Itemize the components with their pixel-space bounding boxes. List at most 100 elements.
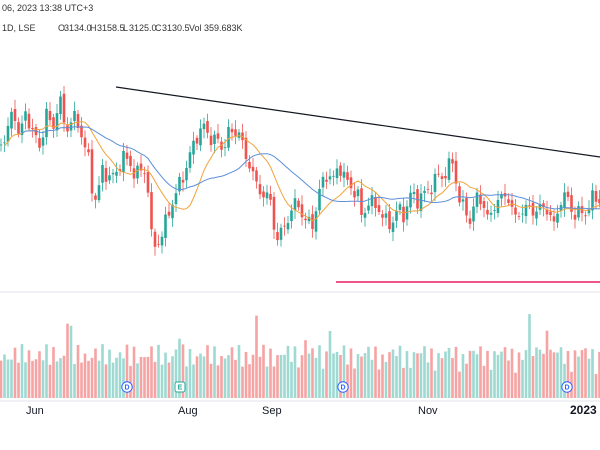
volume-bar bbox=[353, 368, 356, 398]
volume-bar bbox=[563, 363, 566, 398]
candle-down bbox=[17, 122, 20, 134]
candle-up bbox=[286, 223, 290, 230]
volume-bar bbox=[374, 346, 377, 398]
volume-bar bbox=[146, 356, 150, 398]
candle-down bbox=[269, 193, 272, 200]
volume-bar bbox=[591, 349, 594, 398]
candle-down bbox=[206, 120, 209, 133]
volume-bar bbox=[328, 330, 332, 398]
event-badge[interactable]: D bbox=[561, 381, 573, 393]
volume-bar bbox=[97, 360, 101, 398]
volume-bar bbox=[87, 360, 90, 398]
event-badge[interactable]: D bbox=[121, 381, 133, 393]
volume-bar bbox=[216, 365, 220, 398]
candle-down bbox=[125, 152, 129, 159]
volume-bar bbox=[598, 351, 600, 398]
volume-bar bbox=[10, 359, 13, 398]
volume-bar bbox=[101, 344, 104, 398]
volume-bar bbox=[192, 364, 195, 398]
volume-bar bbox=[395, 356, 398, 398]
trendline[interactable] bbox=[115, 86, 600, 158]
candle-down bbox=[251, 166, 255, 172]
volume-bar bbox=[325, 351, 328, 398]
candle-down bbox=[62, 93, 66, 123]
event-badge[interactable]: D bbox=[337, 381, 349, 393]
volume-bar bbox=[454, 346, 458, 398]
candle-up bbox=[69, 122, 73, 131]
candle-up bbox=[335, 168, 339, 179]
dividend-badge-shape bbox=[121, 381, 133, 393]
candle-down bbox=[531, 202, 535, 216]
candle-down bbox=[38, 138, 41, 148]
volume-bar bbox=[108, 349, 111, 398]
candle-down bbox=[594, 191, 598, 202]
candle-down bbox=[545, 209, 549, 215]
volume-bar bbox=[384, 361, 388, 398]
volume-bar bbox=[153, 361, 157, 398]
candle-up bbox=[314, 211, 318, 232]
volume-bar bbox=[171, 356, 174, 398]
event-badge[interactable]: E bbox=[174, 381, 186, 393]
volume-bar bbox=[244, 351, 248, 398]
volume-bar bbox=[139, 357, 143, 398]
candle-down bbox=[542, 203, 545, 208]
volume-bar bbox=[202, 356, 206, 398]
volume-bar bbox=[206, 345, 209, 398]
volume-bar bbox=[132, 346, 136, 398]
candle-up bbox=[213, 134, 216, 144]
volume-bar bbox=[164, 352, 167, 398]
volume-bar bbox=[230, 347, 234, 398]
candle-up bbox=[535, 211, 538, 219]
volume-bar bbox=[370, 359, 374, 398]
candle-down bbox=[300, 204, 304, 218]
volume-bar bbox=[496, 354, 500, 398]
volume-bar bbox=[115, 357, 118, 398]
volume-bar bbox=[398, 345, 402, 398]
volume-bar bbox=[440, 358, 444, 398]
volume-bar bbox=[143, 357, 146, 398]
candle-up bbox=[171, 204, 174, 219]
volume-bar bbox=[503, 347, 507, 398]
volume-bar bbox=[346, 364, 349, 398]
candle-down bbox=[283, 225, 286, 227]
candle-down bbox=[598, 199, 600, 204]
candle-down bbox=[90, 149, 94, 194]
volume-bar bbox=[174, 349, 178, 398]
volume-bar bbox=[80, 362, 83, 398]
volume-bar bbox=[573, 350, 577, 398]
event-badge-label: E bbox=[178, 385, 183, 392]
candle-down bbox=[402, 206, 405, 223]
candle-up bbox=[563, 192, 566, 208]
candle-up bbox=[3, 142, 6, 144]
candle-down bbox=[230, 128, 234, 133]
x-tick-label-aug: Aug bbox=[178, 405, 198, 417]
candle-up bbox=[395, 210, 398, 221]
candle-down bbox=[311, 214, 314, 230]
volume-bar bbox=[13, 347, 17, 398]
volume-bar bbox=[178, 338, 181, 398]
candle-down bbox=[104, 167, 108, 182]
volume-bar bbox=[27, 350, 31, 398]
x-tick-label-sep: Sep bbox=[262, 405, 282, 417]
candle-up bbox=[41, 137, 45, 146]
candle-up bbox=[265, 192, 269, 199]
earnings-badge-shape bbox=[174, 381, 186, 393]
volume-bar bbox=[363, 353, 367, 398]
ohlc-close-key: C bbox=[155, 23, 162, 33]
candle-up bbox=[73, 111, 76, 122]
volume-bar bbox=[545, 330, 549, 398]
volume-bar bbox=[524, 350, 528, 398]
volume-bar bbox=[76, 344, 80, 398]
volume-bar bbox=[528, 314, 531, 398]
volume-bar bbox=[136, 363, 139, 398]
volume-bar bbox=[262, 344, 265, 398]
volume-bar bbox=[475, 354, 479, 398]
candle-down bbox=[570, 195, 573, 212]
candle-down bbox=[143, 173, 146, 175]
volume-bar bbox=[167, 362, 171, 398]
candle-down bbox=[377, 205, 381, 213]
candle-up bbox=[318, 188, 321, 211]
candle-up bbox=[321, 176, 325, 188]
volume-bar bbox=[213, 346, 216, 398]
